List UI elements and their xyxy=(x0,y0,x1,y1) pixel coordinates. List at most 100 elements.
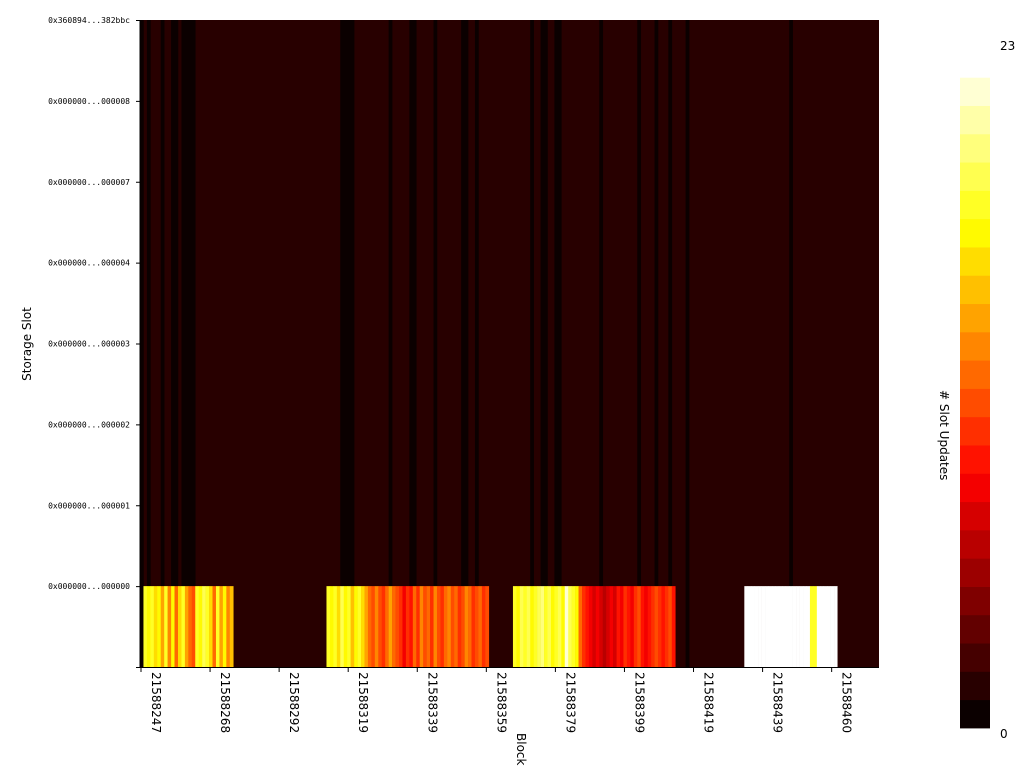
heatmap-cell xyxy=(834,586,838,667)
heatmap-cell xyxy=(813,586,818,667)
heatmap-cell xyxy=(519,586,524,667)
heatmap-cell xyxy=(364,586,369,667)
heatmap-cell xyxy=(392,586,396,667)
heatmap-cell xyxy=(167,586,172,667)
y-tick-label: 0x000000...000002 xyxy=(48,420,130,429)
colorbar-band xyxy=(960,416,990,446)
heatmap-cell xyxy=(547,586,552,667)
heatmap-cell xyxy=(609,586,614,667)
x-tick-label: 21588379 xyxy=(563,672,577,733)
colorbar-max-label: 23 xyxy=(1000,39,1015,53)
heatmap-zero-column xyxy=(388,20,393,667)
colorbar-band xyxy=(960,388,990,418)
heatmap-cell xyxy=(357,586,362,667)
heatmap-cell xyxy=(564,586,569,667)
heatmap-cell xyxy=(367,586,372,667)
heatmap-zero-column xyxy=(685,20,690,667)
x-tick-label: 21588399 xyxy=(632,672,646,733)
colorbar-band xyxy=(960,558,990,587)
heatmap-zero-column xyxy=(474,20,479,667)
heatmap-zero-column xyxy=(530,20,534,667)
heatmap-cell xyxy=(405,586,410,667)
heatmap-cell xyxy=(385,586,389,667)
heatmap-zero-column xyxy=(146,20,151,667)
heatmap-cell xyxy=(150,586,155,667)
heatmap-cell xyxy=(557,586,562,667)
heatmap-cell xyxy=(533,586,538,667)
heatmap-cell xyxy=(374,586,379,667)
colorbar-band xyxy=(960,643,990,672)
heatmap-cell xyxy=(606,586,610,667)
colorbar-label: # Slot Updates xyxy=(937,390,951,480)
y-axis-ticks: 0x000000...000000 0x000000...000001 0x0000… xyxy=(48,16,140,591)
colorbar-band xyxy=(960,133,990,163)
heatmap-cell xyxy=(443,586,448,667)
axis-lines xyxy=(136,20,879,668)
heatmap-cell xyxy=(433,586,438,667)
heatmap-cell xyxy=(471,586,476,667)
heatmap-zero-column xyxy=(340,20,355,667)
y-tick-label: 0x360894...382bbc xyxy=(48,16,130,25)
heatmap-cell xyxy=(184,586,189,667)
heatmap-cell xyxy=(347,586,351,667)
colorbar xyxy=(960,49,990,729)
heatmap-cell xyxy=(599,586,604,667)
heatmap-zero-column xyxy=(171,20,179,667)
heatmap-cell xyxy=(616,586,621,667)
colorbar-band xyxy=(960,49,990,78)
colorbar-band xyxy=(960,360,990,389)
heatmap-cell xyxy=(485,586,490,667)
heatmap-cell xyxy=(336,586,341,667)
x-tick-label: 21588439 xyxy=(771,672,785,733)
heatmap-zero-column xyxy=(637,20,642,667)
heatmap-cell xyxy=(550,586,555,667)
heatmap-cell xyxy=(595,586,600,667)
heatmap-cell xyxy=(340,586,345,667)
heatmap-cell xyxy=(823,586,828,667)
colorbar-band xyxy=(960,586,990,616)
colorbar-band xyxy=(960,445,990,474)
heatmap-cell xyxy=(212,586,217,667)
heatmap-cell xyxy=(512,586,517,667)
heatmap-cell xyxy=(782,586,787,667)
heatmap-cell xyxy=(820,586,825,667)
heatmap-cell xyxy=(637,586,642,667)
heatmap-cell xyxy=(378,586,383,667)
heatmap-cell xyxy=(188,586,193,667)
heatmap-cell xyxy=(775,586,780,667)
heatmap-cell xyxy=(630,586,635,667)
y-tick-label: 0x000000...000001 xyxy=(48,501,130,510)
heatmap-cell xyxy=(647,586,652,667)
y-tick-label: 0x000000...000004 xyxy=(48,259,130,268)
colorbar-band xyxy=(960,77,990,106)
y-tick-label: 0x000000...000003 xyxy=(48,340,130,349)
heatmap-cell xyxy=(419,586,424,667)
heatmap-zero-column xyxy=(540,20,548,667)
heatmap-cell xyxy=(202,586,206,667)
x-tick-label: 21588359 xyxy=(494,672,508,733)
heatmap-cell xyxy=(436,586,441,667)
colorbar-band xyxy=(960,303,990,333)
heatmap-cell xyxy=(153,586,158,667)
heatmap-cell xyxy=(430,586,434,667)
heatmap-cell xyxy=(668,586,673,667)
heatmap-zero-column xyxy=(160,20,165,667)
heatmap-cell xyxy=(409,586,414,667)
heatmap-cell xyxy=(633,586,638,667)
heatmap-cell xyxy=(640,586,645,667)
heatmap-cell xyxy=(181,586,186,667)
heatmap-cell xyxy=(806,586,811,667)
heatmap-cell xyxy=(803,586,807,667)
heatmap-cell xyxy=(796,586,800,667)
colorbar-band xyxy=(960,247,990,276)
heatmap-zero-column xyxy=(668,20,673,667)
heatmap-cell xyxy=(830,586,835,667)
colorbar-band xyxy=(960,190,990,220)
heatmap-cell xyxy=(588,586,593,667)
heatmap-cell xyxy=(398,586,403,667)
heatmap-cell xyxy=(146,586,151,667)
heatmap-cell xyxy=(209,586,213,667)
heatmap-cell xyxy=(827,586,831,667)
heatmap-cell xyxy=(329,586,334,667)
